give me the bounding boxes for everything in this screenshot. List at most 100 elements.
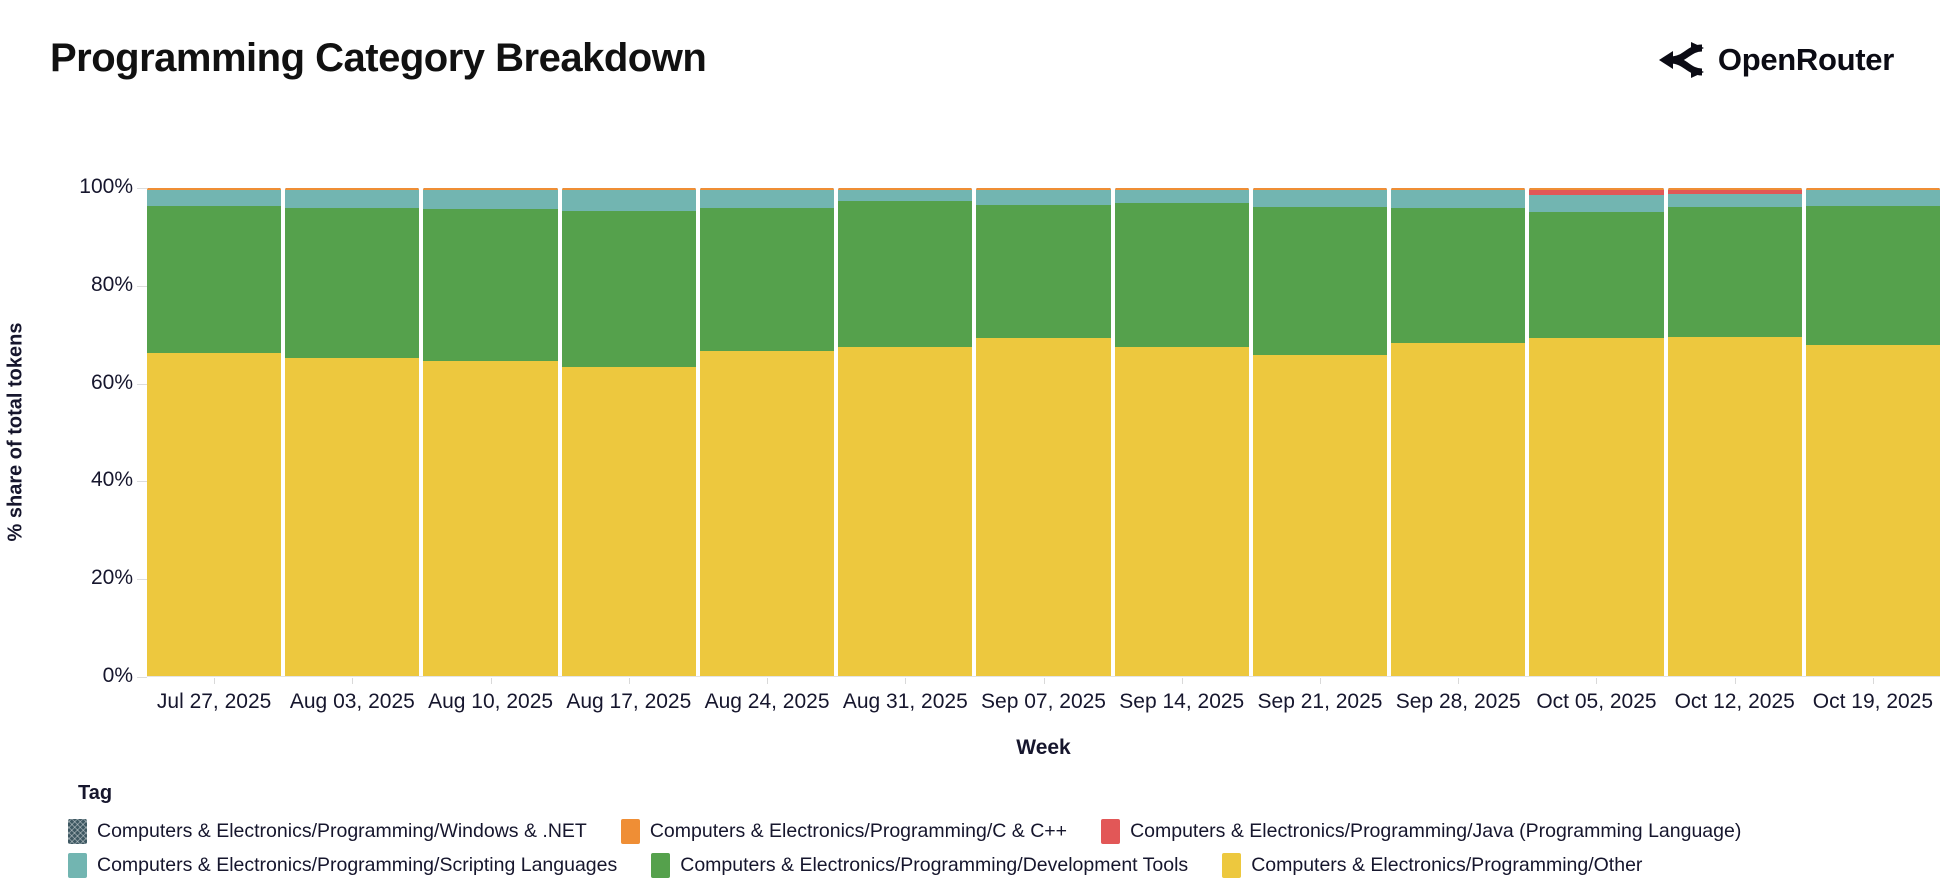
x-tick-label: Aug 31, 2025 bbox=[842, 690, 968, 713]
y-tick-label: 60% bbox=[90, 370, 133, 394]
segment[interactable] bbox=[838, 189, 973, 202]
bar-sep-14-2025[interactable] bbox=[1114, 188, 1249, 676]
segment[interactable] bbox=[699, 207, 835, 352]
segment[interactable] bbox=[1667, 189, 1802, 195]
segment[interactable] bbox=[838, 201, 973, 347]
x-tick-mark bbox=[1181, 678, 1183, 684]
segment[interactable] bbox=[285, 188, 420, 190]
segment[interactable] bbox=[423, 189, 558, 209]
segment[interactable] bbox=[838, 188, 973, 190]
x-tick-mark bbox=[214, 678, 216, 684]
x-tick-oct-19-2025: Oct 19, 2025 bbox=[1806, 678, 1940, 714]
bar-oct-05-2025[interactable] bbox=[1529, 188, 1664, 676]
legend-item[interactable]: Computers & Electronics/Programming/Java… bbox=[1101, 819, 1741, 844]
segment[interactable] bbox=[1805, 188, 1941, 190]
legend-swatch bbox=[651, 853, 671, 878]
segment[interactable] bbox=[285, 189, 420, 209]
segment[interactable] bbox=[1252, 188, 1388, 190]
segment[interactable] bbox=[147, 188, 282, 190]
x-tick-oct-05-2025: Oct 05, 2025 bbox=[1529, 678, 1663, 714]
legend-rows: Computers & Electronics/Programming/Wind… bbox=[68, 819, 1908, 878]
y-axis: 0% 20% 40% 60% 80% 100% bbox=[0, 175, 147, 687]
segment[interactable] bbox=[699, 188, 835, 190]
y-tick-label: 20% bbox=[90, 566, 133, 590]
x-tick-mark bbox=[628, 678, 630, 684]
segment[interactable] bbox=[1529, 189, 1664, 195]
x-tick-aug-10-2025: Aug 10, 2025 bbox=[423, 678, 557, 714]
segment[interactable] bbox=[699, 351, 835, 676]
segment[interactable] bbox=[1391, 188, 1526, 190]
legend-item[interactable]: Computers & Electronics/Programming/Scri… bbox=[68, 853, 617, 878]
bar-aug-24-2025[interactable] bbox=[699, 188, 835, 676]
bar-aug-31-2025[interactable] bbox=[838, 188, 973, 676]
segment[interactable] bbox=[423, 360, 558, 676]
segment[interactable] bbox=[423, 208, 558, 361]
segment[interactable] bbox=[1529, 194, 1664, 213]
segment[interactable] bbox=[561, 211, 696, 367]
x-tick-mark bbox=[1872, 678, 1874, 684]
segment[interactable] bbox=[699, 189, 835, 208]
legend-item[interactable]: Computers & Electronics/Programming/Wind… bbox=[68, 819, 587, 844]
bar-aug-17-2025[interactable] bbox=[561, 188, 696, 676]
x-tick-sep-07-2025: Sep 07, 2025 bbox=[976, 678, 1110, 714]
legend-item[interactable]: Computers & Electronics/Programming/Othe… bbox=[1222, 853, 1642, 878]
segment[interactable] bbox=[1805, 344, 1941, 676]
stacked-bars bbox=[147, 188, 1941, 676]
bar-sep-07-2025[interactable] bbox=[976, 188, 1111, 676]
segment[interactable] bbox=[147, 189, 282, 206]
segment[interactable] bbox=[1391, 208, 1526, 343]
segment[interactable] bbox=[561, 189, 696, 212]
x-tick-label: Jul 27, 2025 bbox=[156, 690, 272, 713]
segment[interactable] bbox=[1529, 337, 1664, 676]
segment[interactable] bbox=[1391, 342, 1526, 676]
segment[interactable] bbox=[1667, 207, 1802, 337]
segment[interactable] bbox=[1529, 188, 1664, 190]
x-tick-label: Aug 17, 2025 bbox=[566, 690, 692, 713]
segment[interactable] bbox=[1667, 194, 1802, 208]
x-axis: Jul 27, 2025 Aug 03, 2025 Aug 10, 2025 Aug … bbox=[147, 678, 1940, 714]
x-tick-aug-24-2025: Aug 24, 2025 bbox=[700, 678, 834, 714]
segment[interactable] bbox=[1114, 347, 1249, 676]
legend-item[interactable]: Computers & Electronics/Programming/Deve… bbox=[651, 853, 1188, 878]
segment[interactable] bbox=[1252, 189, 1388, 207]
segment[interactable] bbox=[1667, 336, 1802, 676]
segment[interactable] bbox=[1114, 188, 1249, 190]
segment[interactable] bbox=[1114, 202, 1249, 348]
bar-oct-12-2025[interactable] bbox=[1667, 188, 1802, 676]
segment[interactable] bbox=[285, 357, 420, 676]
segment[interactable] bbox=[976, 338, 1111, 676]
segment[interactable] bbox=[1805, 190, 1941, 206]
legend-item[interactable]: Computers & Electronics/Programming/C & … bbox=[620, 819, 1068, 844]
bar-jul-27-2025[interactable] bbox=[147, 188, 282, 676]
x-tick-label: Sep 21, 2025 bbox=[1257, 690, 1383, 713]
segment[interactable] bbox=[838, 346, 973, 676]
legend-swatch bbox=[68, 819, 87, 844]
segment[interactable] bbox=[285, 208, 420, 358]
segment[interactable] bbox=[1529, 212, 1664, 338]
x-tick-mark bbox=[767, 678, 769, 684]
segment[interactable] bbox=[147, 352, 282, 676]
segment[interactable] bbox=[1252, 354, 1388, 676]
bar-aug-03-2025[interactable] bbox=[285, 188, 420, 676]
x-tick-mark bbox=[1458, 678, 1460, 684]
segment[interactable] bbox=[1391, 189, 1526, 209]
segment[interactable] bbox=[976, 189, 1111, 206]
bar-sep-21-2025[interactable] bbox=[1252, 188, 1388, 676]
bar-oct-19-2025[interactable] bbox=[1805, 188, 1941, 676]
segment[interactable] bbox=[1805, 205, 1941, 345]
openrouter-icon bbox=[1658, 42, 1704, 78]
x-tick-label: Sep 14, 2025 bbox=[1119, 690, 1245, 713]
bar-sep-28-2025[interactable] bbox=[1391, 188, 1526, 676]
x-tick-label: Aug 03, 2025 bbox=[289, 690, 415, 713]
segment[interactable] bbox=[561, 188, 696, 190]
segment[interactable] bbox=[976, 205, 1111, 339]
segment[interactable] bbox=[423, 188, 558, 190]
segment[interactable] bbox=[1114, 189, 1249, 203]
segment[interactable] bbox=[1667, 188, 1802, 190]
segment[interactable] bbox=[147, 205, 282, 353]
legend-label: Computers & Electronics/Programming/C & … bbox=[649, 820, 1068, 842]
segment[interactable] bbox=[561, 366, 696, 676]
segment[interactable] bbox=[1252, 206, 1388, 355]
segment[interactable] bbox=[976, 188, 1111, 190]
bar-aug-10-2025[interactable] bbox=[423, 188, 558, 676]
